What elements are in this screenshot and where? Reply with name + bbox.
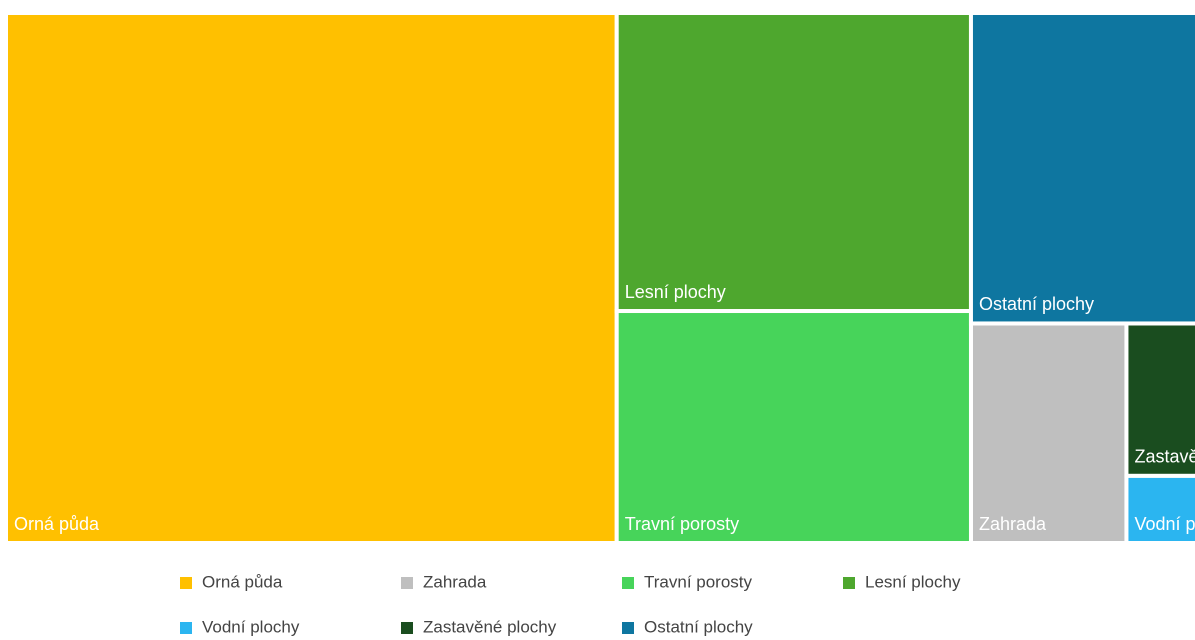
tile-label: Travní porosty [625,514,739,534]
legend-label: Travní porosty [644,572,753,591]
legend-label: Ostatní plochy [644,617,753,636]
legend-label: Orná půda [202,572,283,591]
tile [4,11,619,545]
tile-label: Lesní plochy [625,282,726,302]
tile [614,309,973,545]
legend-swatch [180,577,192,589]
tile [1124,473,1195,545]
legend-label: Lesní plochy [865,572,961,591]
legend-swatch [843,577,855,589]
legend-swatch [622,577,634,589]
tile-label: Zastavěné plochy [1134,447,1195,467]
tile [968,321,1129,545]
legend-swatch [180,622,192,634]
legend-label: Zastavěné plochy [423,617,557,636]
tile-label: Vodní plochy [1134,514,1195,534]
tile [614,11,973,314]
legend-swatch [622,622,634,634]
tile [1124,321,1195,478]
legend-label: Zahrada [423,572,487,591]
legend-swatch [401,622,413,634]
legend-label: Vodní plochy [202,617,300,636]
tile-label: Orná půda [14,514,100,534]
legend-swatch [401,577,413,589]
tile [968,11,1195,326]
tile-label: Zahrada [979,514,1047,534]
tile-label: Ostatní plochy [979,294,1094,314]
